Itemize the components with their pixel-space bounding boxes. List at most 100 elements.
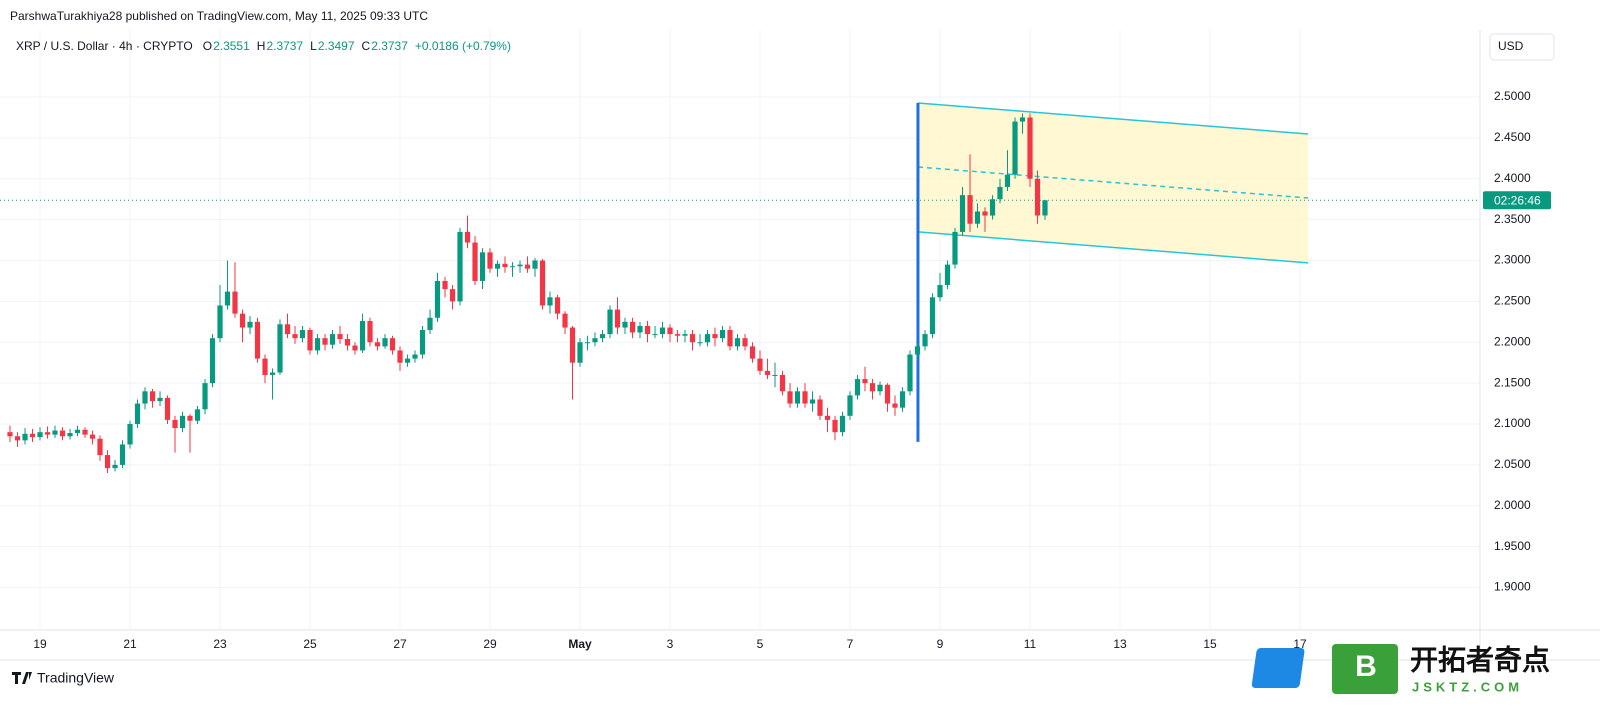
x-tick-label: 7 (847, 637, 854, 651)
candle-body (892, 403, 898, 408)
candle-body (614, 309, 621, 328)
candle-body (779, 374, 786, 392)
legend-field: H (257, 39, 266, 53)
candle-body (704, 334, 711, 343)
candle-body (577, 342, 583, 363)
candle-body (1042, 200, 1048, 216)
candle-body (712, 334, 718, 339)
x-tick-label: 5 (757, 637, 764, 651)
candle-body (104, 455, 111, 469)
candle-body (689, 334, 696, 343)
candle-body (524, 264, 531, 269)
candle-body (494, 263, 501, 269)
candle-body (1004, 174, 1011, 187)
candle-body (794, 391, 801, 404)
candle-body (149, 391, 156, 402)
channel-upper (917, 102, 1309, 135)
candle-body (232, 291, 238, 314)
x-tick-label: 25 (303, 637, 317, 651)
candle-body (944, 264, 951, 286)
plot (0, 102, 1480, 474)
candle-body (502, 263, 508, 268)
x-tick-label: 13 (1113, 637, 1127, 651)
candle-body (464, 231, 471, 243)
candle-body (974, 211, 981, 224)
candle-body (329, 334, 336, 345)
candle-body (959, 195, 966, 232)
candle-body (929, 297, 936, 335)
candle-body (472, 242, 478, 281)
candle-body (382, 338, 388, 347)
candle-body (22, 433, 28, 441)
candle-body (719, 330, 726, 339)
y-tick-label: 2.2000 (1494, 334, 1531, 348)
candle-body (554, 297, 561, 314)
x-tick-label: 17 (1293, 637, 1307, 651)
y-tick-label: 2.2500 (1494, 294, 1531, 308)
legend-value: 2.3737 (371, 39, 408, 53)
candle-body (914, 346, 921, 355)
y-tick-label: 1.9000 (1494, 580, 1531, 594)
candle-body (457, 231, 463, 302)
legend-field: O (203, 39, 212, 53)
candle-body (179, 415, 186, 429)
candle-body (14, 436, 21, 441)
candle-body (839, 415, 846, 433)
candle-body (967, 195, 973, 224)
candle-body (82, 429, 88, 435)
candle-body (194, 409, 201, 421)
candle-body (509, 266, 516, 268)
candle-body (404, 358, 411, 363)
candle-body (59, 430, 66, 437)
candle-body (569, 327, 576, 363)
candle-body (877, 384, 883, 392)
channel-lower (917, 231, 1309, 264)
candle-body (824, 415, 831, 420)
candle-body (292, 334, 298, 339)
candle-body (682, 334, 688, 336)
legend-symbol: XRP / U.S. Dollar · 4h · CRYPTO (16, 39, 193, 53)
x-tick-label: 27 (393, 637, 407, 651)
candle-body (809, 399, 816, 404)
tradingview-logo: TradingView (12, 670, 115, 686)
candle-body (164, 397, 171, 420)
candle-body (637, 325, 643, 333)
candle-body (592, 338, 598, 343)
candle-body (217, 305, 223, 339)
candle-body (352, 345, 358, 351)
candle-body (1012, 121, 1018, 175)
candle-body (802, 391, 808, 404)
candle-body (749, 346, 756, 359)
candle-body (667, 327, 673, 335)
legend-field: L (310, 39, 317, 53)
currency-label[interactable]: USD (1498, 39, 1524, 53)
candle-body (239, 313, 246, 328)
x-tick-label: 19 (33, 637, 47, 651)
candle-body (97, 438, 103, 456)
candle-body (584, 342, 591, 344)
candle-body (629, 321, 636, 333)
candle-body (412, 354, 418, 359)
candle-body (202, 383, 208, 410)
candle-body (479, 252, 486, 281)
candle-body (922, 334, 928, 347)
watermark-name: 开拓者奇点 (1410, 644, 1550, 675)
watermark-site: JSKTZ.COM (1412, 679, 1523, 694)
candle-body (344, 338, 351, 346)
candle-body (1027, 117, 1033, 179)
watermark: B 开拓者奇点 JSKTZ.COM (1251, 644, 1550, 694)
candle-body (284, 324, 291, 335)
x-tick-label: 11 (1024, 637, 1037, 651)
watermark-box (1332, 644, 1398, 694)
candle-body (359, 321, 366, 351)
candle-body (254, 321, 261, 359)
candle-body (262, 358, 268, 375)
candle-body (854, 379, 861, 396)
y-tick-label: 2.0500 (1494, 457, 1531, 471)
currency-button[interactable] (1489, 33, 1555, 61)
candle-body (817, 399, 823, 416)
candle-body (74, 429, 81, 433)
channel-middle (917, 166, 1309, 199)
